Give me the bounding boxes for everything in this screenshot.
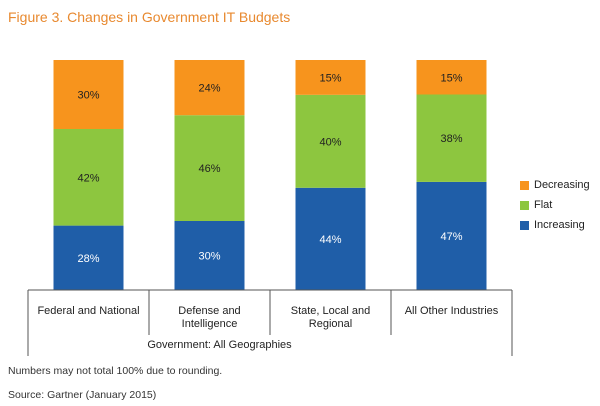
source-note: Source: Gartner (January 2015) xyxy=(8,389,157,401)
bar-increasing-all-other-industries xyxy=(416,181,487,290)
legend-swatch-increasing xyxy=(520,220,529,230)
category-label-defense-and-intelligence-line-1: Defense and xyxy=(178,305,240,317)
category-label-state-local-and-regional-line-2: Regional xyxy=(309,318,352,330)
data-label-flat-federal-and-national: 42% xyxy=(77,172,99,184)
data-label-flat-state-local-and-regional: 40% xyxy=(319,136,341,148)
footnote: Numbers may not total 100% due to roundi… xyxy=(8,365,223,377)
labels-layer: 28% 42% 30% Federal and National 30% 46% 24% De… xyxy=(37,72,498,351)
legend-swatch-flat xyxy=(520,200,529,210)
bar-increasing-defense-and-intelligence xyxy=(174,221,245,290)
bar-decreasing-all-other-industries xyxy=(416,60,487,95)
bar-flat-federal-and-national xyxy=(53,129,124,226)
bars-layer xyxy=(53,60,487,290)
category-label-all-other-industries: All Other Industries xyxy=(405,305,499,317)
data-label-increasing-federal-and-national: 28% xyxy=(77,253,99,265)
data-label-increasing-defense-and-intelligence: 30% xyxy=(198,251,220,263)
category-label-federal-and-national: Federal and National xyxy=(37,305,139,317)
legend-item-flat: Flat xyxy=(520,195,590,215)
data-label-increasing-all-other-industries: 47% xyxy=(440,231,462,243)
legend-item-decreasing: Decreasing xyxy=(520,175,590,195)
category-label-defense-and-intelligence-line-2: Intelligence xyxy=(182,318,238,330)
bar-increasing-state-local-and-regional xyxy=(295,187,366,290)
bar-flat-state-local-and-regional xyxy=(295,94,366,188)
data-label-flat-defense-and-intelligence: 46% xyxy=(198,163,220,175)
legend: Decreasing Flat Increasing xyxy=(520,175,590,235)
figure-title: Figure 3. Changes in Government IT Budge… xyxy=(8,9,291,25)
data-label-decreasing-federal-and-national: 30% xyxy=(77,90,99,102)
bar-decreasing-federal-and-national xyxy=(53,60,124,129)
data-label-increasing-state-local-and-regional: 44% xyxy=(319,234,341,246)
legend-label-flat: Flat xyxy=(534,199,553,211)
bar-flat-all-other-industries xyxy=(416,94,487,182)
category-label-state-local-and-regional-line-1: State, Local and xyxy=(291,305,371,317)
bar-decreasing-state-local-and-regional xyxy=(295,60,366,95)
data-label-decreasing-state-local-and-regional: 15% xyxy=(319,72,341,84)
data-label-flat-all-other-industries: 38% xyxy=(440,133,462,145)
legend-item-increasing: Increasing xyxy=(520,215,590,235)
bar-increasing-federal-and-national xyxy=(53,225,124,290)
axis-layer xyxy=(27,289,513,356)
bar-decreasing-defense-and-intelligence xyxy=(174,60,245,116)
bar-flat-defense-and-intelligence xyxy=(174,115,245,221)
data-label-decreasing-all-other-industries: 15% xyxy=(440,72,462,84)
group-label: Government: All Geographies xyxy=(147,339,292,351)
data-label-decreasing-defense-and-intelligence: 24% xyxy=(198,83,220,95)
legend-label-decreasing: Decreasing xyxy=(534,179,590,191)
legend-swatch-decreasing xyxy=(520,180,529,190)
legend-label-increasing: Increasing xyxy=(534,219,585,231)
